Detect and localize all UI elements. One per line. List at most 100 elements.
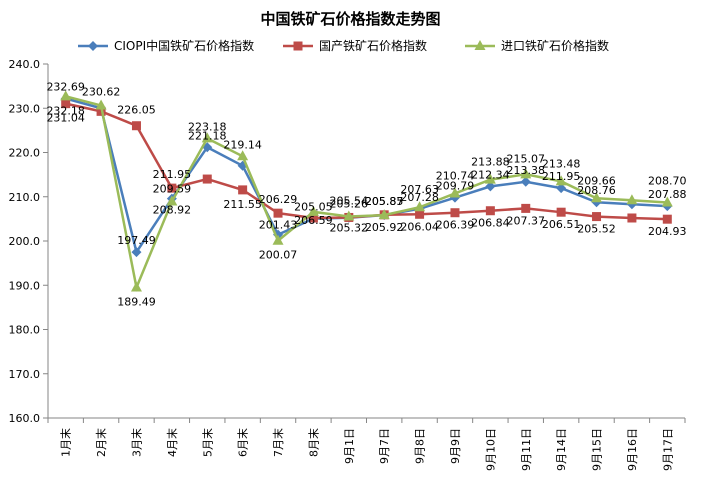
data-point xyxy=(415,209,425,219)
x-tick-label: 9月14日 xyxy=(555,428,568,471)
data-label: 232.69 xyxy=(46,80,85,93)
data-label: 205.85 xyxy=(365,195,404,208)
data-point xyxy=(627,213,637,223)
data-point xyxy=(238,185,248,195)
x-tick-label: 9月10日 xyxy=(484,428,497,471)
data-label: 209.79 xyxy=(436,180,475,193)
data-point xyxy=(166,195,178,206)
data-label: 213.88 xyxy=(471,156,510,169)
data-point xyxy=(520,176,531,187)
x-tick-label: 1月末 xyxy=(59,428,73,457)
y-tick-label: 190.0 xyxy=(9,279,41,292)
x-tick-label: 9月8日 xyxy=(414,428,427,464)
data-label: 206.84 xyxy=(471,217,510,230)
data-label: 208.76 xyxy=(577,184,616,197)
data-point xyxy=(485,206,495,216)
legend-label: CIOPI中国铁矿石价格指数 xyxy=(114,38,254,53)
x-tick-label: 9月7日 xyxy=(378,428,391,464)
data-label: 205.87 xyxy=(365,195,404,208)
data-label: 210.74 xyxy=(436,169,475,182)
data-point xyxy=(343,210,355,221)
data-point xyxy=(449,187,461,198)
data-point xyxy=(61,99,71,109)
data-point xyxy=(592,212,602,222)
data-label: 197.49 xyxy=(117,234,156,247)
legend-marker xyxy=(293,41,303,51)
data-point xyxy=(556,207,566,217)
data-label: 230.62 xyxy=(82,86,121,99)
data-label: 200.07 xyxy=(259,249,298,262)
data-label: 207.88 xyxy=(648,188,687,201)
data-label: 226.05 xyxy=(117,104,156,117)
data-label: 208.70 xyxy=(648,175,687,188)
data-label: 204.93 xyxy=(648,225,687,238)
data-point xyxy=(485,181,496,192)
data-label: 215.07 xyxy=(507,152,546,165)
data-point xyxy=(626,194,638,205)
axes: 160.0 170.0 180.0 190.0 200.0 210.0 220.0 230.0… xyxy=(9,58,686,471)
data-point xyxy=(555,175,567,186)
data-label: 232.18 xyxy=(46,105,85,118)
data-point xyxy=(378,209,390,220)
x-tick-label: 8月末 xyxy=(306,428,320,457)
data-label: 206.59 xyxy=(294,214,333,227)
data-point xyxy=(307,205,319,216)
data-point xyxy=(95,99,107,110)
data-label: 213.38 xyxy=(507,164,546,177)
data-label: 205.05 xyxy=(294,201,333,214)
y-tick-label: 200.0 xyxy=(9,235,41,248)
x-tick-label: 5月末 xyxy=(200,428,214,457)
data-point xyxy=(520,168,532,179)
data-label: 206.04 xyxy=(400,220,439,233)
data-point xyxy=(167,183,177,193)
y-tick-label: 210.0 xyxy=(9,191,41,204)
data-label: 211.95 xyxy=(153,168,192,181)
data-point xyxy=(661,196,673,207)
data-point xyxy=(450,208,460,218)
data-label: 205.32 xyxy=(330,221,369,234)
data-label: 219.14 xyxy=(223,138,262,151)
data-label: 189.49 xyxy=(117,296,156,309)
data-label: 207.28 xyxy=(400,191,439,204)
x-tick-label: 9月16日 xyxy=(626,428,639,471)
data-label: 207.37 xyxy=(507,214,546,227)
data-labels: 232.18197.49209.59221.18201.43205.05205.… xyxy=(46,80,686,308)
data-label: 206.29 xyxy=(259,193,298,206)
legend-marker xyxy=(88,41,98,51)
x-tick-label: 7月末 xyxy=(271,428,285,457)
data-label: 211.55 xyxy=(223,198,262,211)
legend: CIOPI中国铁矿石价格指数 国产铁矿石价格指数 进口铁矿石价格指数 xyxy=(78,38,609,53)
data-label: 212.34 xyxy=(471,168,510,181)
data-label: 209.66 xyxy=(577,174,616,187)
data-label: 206.51 xyxy=(542,218,581,231)
series-3 xyxy=(60,90,673,292)
data-point xyxy=(414,201,426,212)
legend-marker xyxy=(474,40,486,50)
data-point xyxy=(308,213,318,223)
data-label: 223.18 xyxy=(188,120,227,133)
data-label: 209.59 xyxy=(153,183,192,196)
data-label: 206.39 xyxy=(436,219,475,232)
series-line xyxy=(65,95,668,292)
data-point xyxy=(521,203,531,213)
y-tick-label: 160.0 xyxy=(9,412,41,425)
data-label: 205.92 xyxy=(365,221,404,234)
data-label: 213.48 xyxy=(542,157,581,170)
data-point xyxy=(273,208,283,218)
data-point xyxy=(591,192,603,203)
legend-label: 国产铁矿石价格指数 xyxy=(319,38,427,53)
data-label: 221.18 xyxy=(188,129,227,142)
data-label: 208.92 xyxy=(153,204,192,217)
data-label: 205.52 xyxy=(577,223,616,236)
data-label: 201.43 xyxy=(259,219,298,232)
data-label: 205.26 xyxy=(330,198,369,211)
data-point xyxy=(556,183,567,194)
data-point xyxy=(272,234,284,245)
x-tick-label: 4月末 xyxy=(165,428,179,457)
data-point xyxy=(131,121,141,131)
legend-entry-2: 国产铁矿石价格指数 xyxy=(283,38,427,53)
data-point xyxy=(662,214,672,224)
x-tick-label: 9月1日 xyxy=(343,428,356,464)
